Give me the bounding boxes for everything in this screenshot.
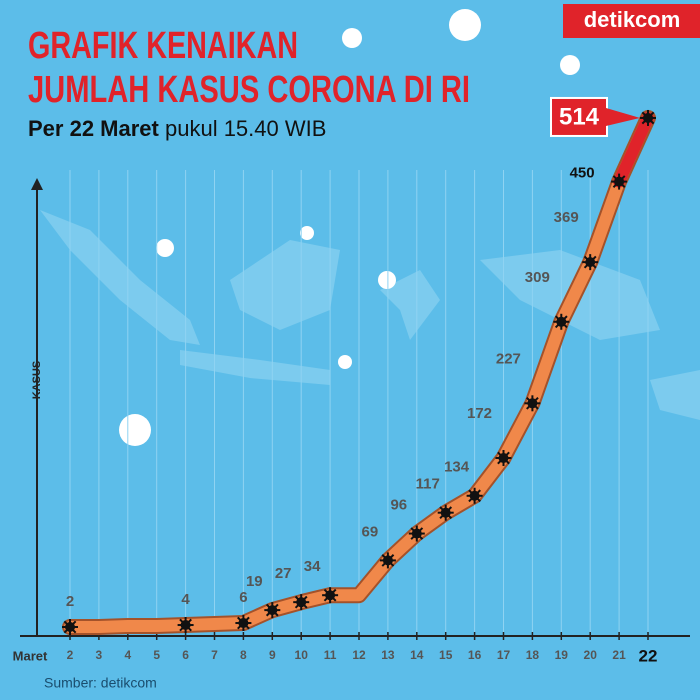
virus-decoration [119,9,580,446]
marker-core [238,618,249,629]
value-label: 117 [416,476,440,493]
value-label: 19 [246,573,263,590]
x-tick-label: 5 [153,648,160,662]
line [64,111,654,634]
point-marker [640,109,656,126]
map-decoration [40,210,700,420]
subtitle-bold: Per 22 Maret [28,116,160,141]
marker-core [585,257,596,268]
point-marker [322,587,339,604]
marker-core [267,605,278,616]
subtitle-rest: pukul 15.40 WIB [165,116,326,141]
point-marker [437,504,454,521]
x-tick-label: 16 [468,648,482,662]
point-marker [408,525,425,542]
x-tick-label: 3 [96,648,103,662]
value-label: 450 [570,165,595,182]
marker-core [180,620,191,631]
source: Sumber: detikcom [44,675,157,691]
point-marker [264,602,281,619]
x-tick-label: 7 [211,648,218,662]
title-line: GRAFIK KENAIKAN [28,25,298,67]
marker-core [296,597,307,608]
marker-core [325,590,336,601]
x-tick-label: 11 [324,648,337,662]
point-marker [611,173,628,190]
value-label: 514 [559,103,600,130]
value-label: 227 [496,350,521,367]
x-tick-label: 17 [497,648,511,662]
point-marker [62,619,78,636]
x-tick-label: 19 [555,648,569,662]
marker-core [440,507,451,518]
point-marker [235,615,252,632]
highlight-segment [613,111,654,188]
x-tick-label: 15 [439,648,453,662]
x-tick-label: 18 [526,648,540,662]
subtitle: Per 22 Maret pukul 15.40 WIB [28,116,326,141]
value-label: 69 [362,523,379,540]
value-label: 309 [525,269,550,286]
x-axis-label: Maret [13,648,48,663]
value-label-box [550,96,608,137]
y-axis-arrow [31,178,43,190]
x-tick-label: 6 [182,648,189,662]
marker-core [556,316,567,327]
x-tick-label: 2 [67,648,74,662]
point-marker [524,395,541,412]
marker-core [643,112,653,123]
x-tick-label: 22 [639,646,658,665]
x-tick-label: 10 [295,648,309,662]
value-label: 96 [390,497,407,514]
x-tick-label: 9 [269,648,276,662]
value-label: 34 [304,558,321,575]
point-marker [177,617,194,634]
value-label: 369 [554,209,579,226]
value-label: 172 [467,405,492,422]
marker-core [65,622,75,633]
point-marker [379,552,396,569]
title-line: JUMLAH KASUS CORONA DI RI [28,69,470,111]
x-tick-label: 20 [584,648,598,662]
x-tick-label: 13 [381,648,395,662]
marker-core [498,452,509,463]
x-tick-label: 21 [612,648,626,662]
value-label: 27 [275,565,292,582]
x-tick-label: 4 [124,648,131,662]
point-marker [582,254,599,271]
x-tick-label: 14 [410,648,424,662]
marker-core [614,176,625,187]
point-marker [466,487,483,504]
point-marker [553,313,570,330]
value-label-pointer [606,107,640,126]
value-label: 134 [444,459,470,476]
marker-core [527,398,538,409]
point-marker [293,594,310,611]
x-tick-label: 12 [352,648,366,662]
marker-core [469,490,480,501]
marker-core [411,528,422,539]
value-label: 2 [66,593,74,610]
x-tick-label: 8 [240,648,247,662]
marker-core [382,555,393,566]
point-marker [495,449,512,466]
brand: detikcom [584,7,681,32]
brand-box [563,4,700,38]
value-label: 4 [181,591,190,608]
value-label: 6 [239,589,247,606]
